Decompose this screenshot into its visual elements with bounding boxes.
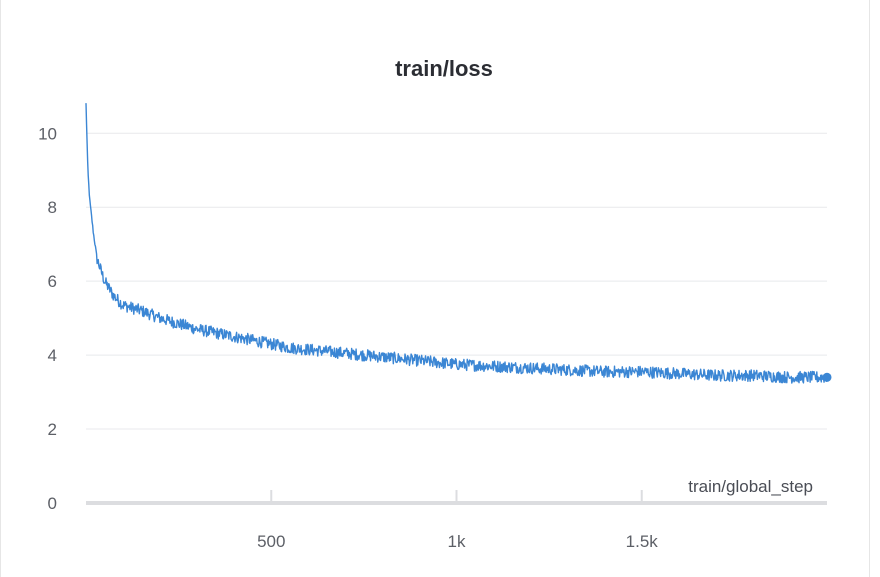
x-axis-title: train/global_step [688,477,813,496]
y-tick-label: 8 [48,198,57,217]
loss-series-line [85,103,828,384]
x-tick-label: 1.5k [626,532,659,551]
chart-title: train/loss [395,56,493,81]
x-tick-label: 500 [257,532,285,551]
y-tick-label: 4 [48,346,57,365]
y-tick-label: 2 [48,420,57,439]
y-tick-label: 0 [48,494,57,513]
y-tick-label: 10 [38,124,57,143]
series-end-marker [822,372,832,382]
x-tick-label: 1k [448,532,466,551]
y-tick-label: 6 [48,272,57,291]
